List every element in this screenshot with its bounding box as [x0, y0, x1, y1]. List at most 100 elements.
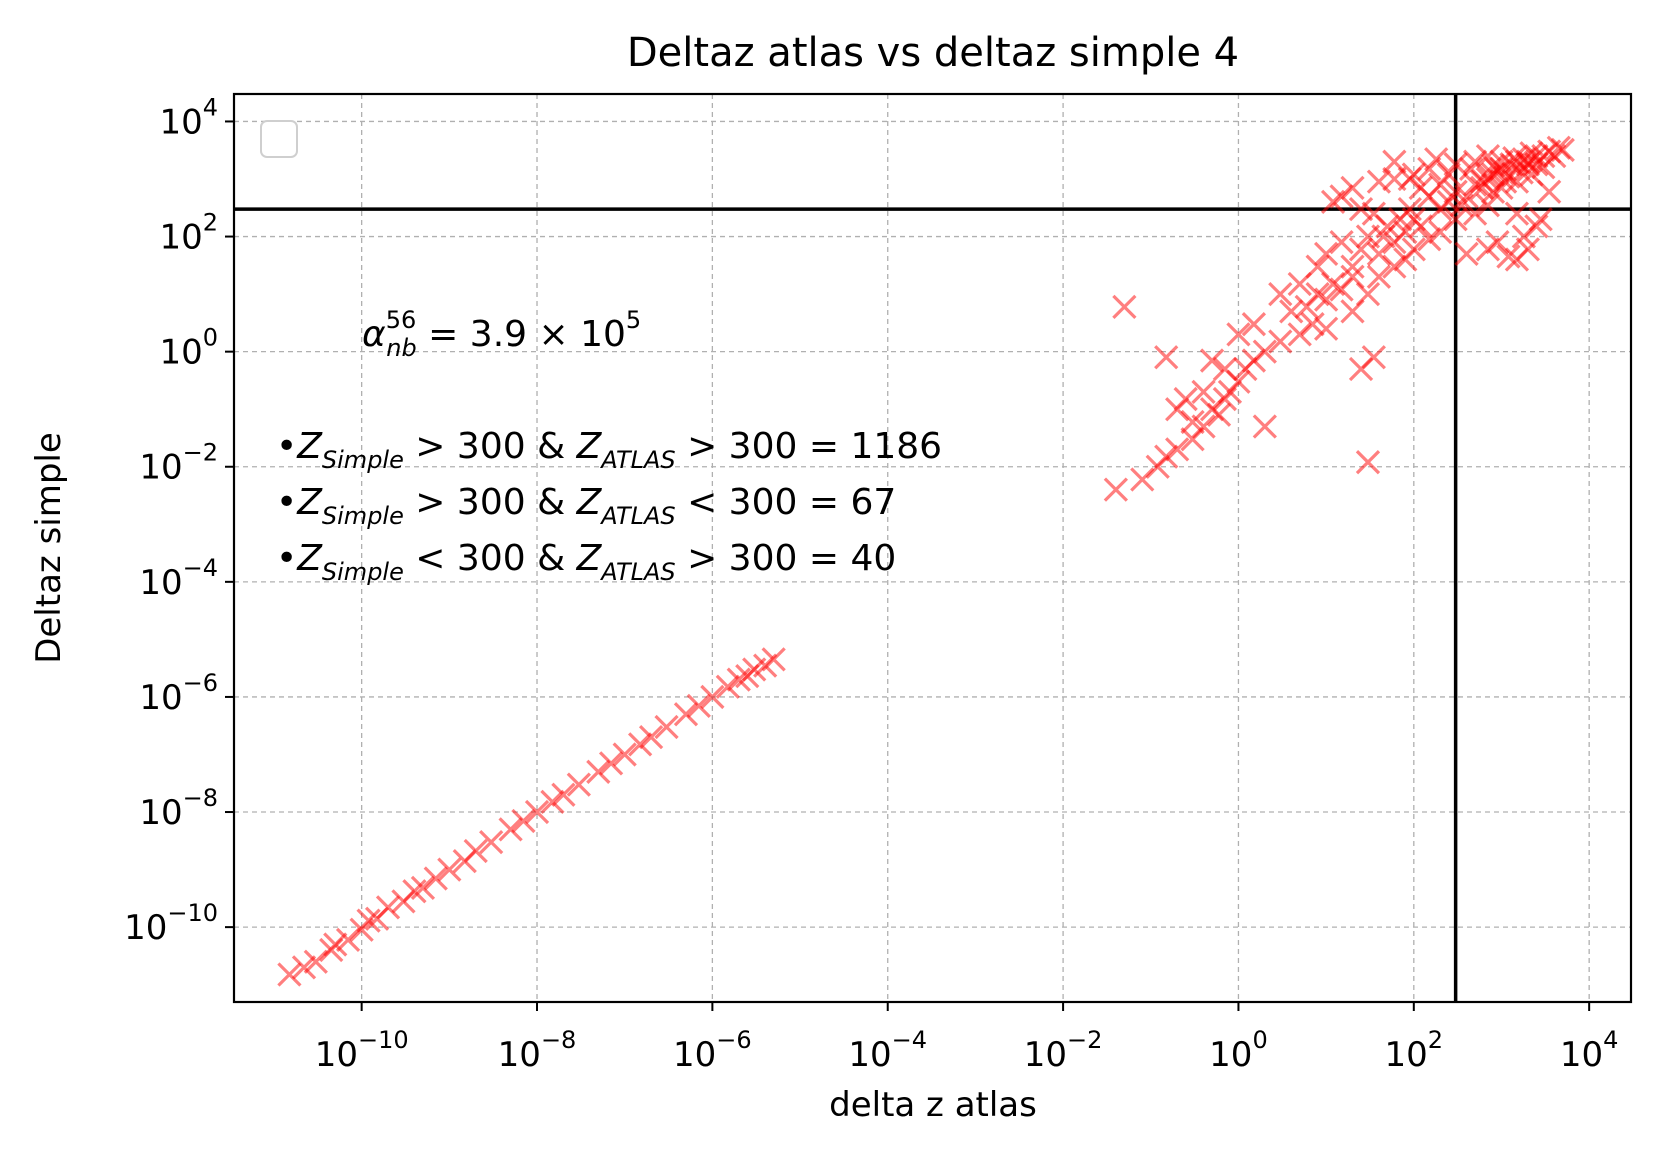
data-point: [673, 702, 699, 727]
data-point: [1130, 467, 1155, 492]
y-tick-label: 10−10: [124, 899, 218, 948]
data-point: [1287, 322, 1312, 347]
data-points: [277, 135, 1575, 987]
data-point: [1320, 189, 1346, 215]
data-point: [612, 742, 637, 767]
data-point: [586, 759, 611, 784]
data-point: [1449, 193, 1474, 218]
data-point: [1528, 207, 1553, 232]
data-point: [1428, 219, 1453, 245]
data-point: [1165, 437, 1190, 462]
alpha-exponent: 5: [626, 306, 641, 334]
data-point: [1546, 135, 1571, 160]
data-point: [1524, 214, 1549, 239]
y-tick-label: 100: [159, 324, 218, 373]
data-point: [761, 647, 786, 672]
data-point: [1340, 254, 1365, 279]
alpha-subscript: nb: [386, 334, 416, 362]
data-point: [1480, 153, 1506, 178]
data-point: [1340, 175, 1365, 201]
y-tick-label: 10−6: [139, 669, 218, 718]
data-point: [1393, 247, 1418, 272]
x-tick-label: 10−4: [848, 1026, 927, 1075]
data-point: [524, 799, 550, 825]
data-point: [1355, 450, 1381, 475]
data-point: [1329, 229, 1354, 255]
count-annotation-line: •ZSimple < 300 & ZATLAS > 300 = 40: [276, 538, 896, 586]
data-point: [335, 927, 361, 953]
data-point: [1489, 175, 1514, 201]
count-annotation-line: •ZSimple > 300 & ZATLAS < 300 = 67: [276, 482, 896, 530]
plot-frame: [232, 92, 1633, 1004]
data-point: [1191, 379, 1216, 405]
data-point: [1191, 414, 1216, 439]
data-point: [551, 782, 576, 807]
data-point: [1504, 201, 1530, 226]
data-point: [1355, 281, 1381, 307]
data-point: [1408, 214, 1433, 239]
data-point: [1475, 193, 1501, 218]
data-point: [423, 866, 448, 891]
data-point: [1443, 152, 1468, 177]
data-point: [1252, 414, 1277, 439]
alpha-symbol: α: [362, 314, 386, 355]
x-tick-label: 10−10: [315, 1026, 409, 1075]
data-point: [1199, 348, 1225, 373]
x-tick-label: 10−8: [498, 1026, 577, 1075]
data-point: [1436, 162, 1461, 187]
data-point: [598, 751, 624, 776]
data-point: [1496, 244, 1521, 269]
data-point: [303, 949, 328, 974]
data-point: [1382, 254, 1407, 279]
data-point: [715, 674, 740, 699]
data-point: [1382, 149, 1407, 174]
data-point: [1531, 155, 1556, 180]
data-point: [1348, 237, 1374, 262]
data-point: [291, 955, 317, 980]
data-point: [1492, 169, 1518, 194]
data-point: [498, 817, 523, 842]
legend-box: [260, 120, 298, 158]
data-point: [1154, 444, 1179, 469]
data-point: [1417, 227, 1442, 252]
alpha-superscript: 56: [386, 306, 417, 334]
data-point: [1279, 299, 1304, 324]
data-point: [1393, 219, 1418, 245]
x-tick-label: 10−2: [1024, 1026, 1103, 1075]
data-point: [1300, 312, 1325, 337]
data-point: [1305, 254, 1330, 279]
y-tick-label: 10−2: [139, 439, 218, 488]
data-point: [1206, 402, 1232, 427]
data-point: [1454, 241, 1479, 267]
count-annotation-line: •ZSimple > 300 & ZATLAS > 300 = 1186: [276, 426, 942, 474]
x-tick-label: 102: [1385, 1026, 1444, 1075]
data-point: [1268, 281, 1293, 307]
data-point: [511, 808, 536, 834]
data-point: [566, 772, 591, 797]
alpha-annotation: α56 nb = 3.9 × 105: [362, 306, 641, 362]
x-axis-label: delta z atlas: [829, 1085, 1037, 1125]
data-point: [1212, 356, 1238, 382]
x-axis-ticks: 10−10 10−8 10−6 10−4 10−2 100 102 104: [315, 1002, 1619, 1075]
x-tick-label: 100: [1209, 1026, 1268, 1075]
data-point: [479, 829, 504, 855]
x-tick-label: 104: [1560, 1026, 1619, 1075]
data-point: [375, 895, 401, 920]
chart-title: Deltaz atlas vs deltaz simple 4: [627, 30, 1239, 76]
data-point: [1485, 229, 1510, 255]
data-point: [700, 684, 725, 710]
data-point: [1348, 196, 1374, 222]
data-point: [1509, 160, 1534, 185]
data-point: [463, 838, 488, 864]
data-point: [1313, 287, 1339, 312]
data-point: [1103, 477, 1129, 502]
y-tick-label: 104: [159, 93, 218, 142]
data-point: [323, 932, 348, 957]
data-point: [1361, 345, 1386, 370]
y-axis-ticks: 10−10 10−8 10−6 10−4 10−2 100 102 104: [124, 93, 234, 948]
data-point: [1313, 316, 1339, 341]
data-point: [1268, 329, 1293, 354]
data-point: [1112, 294, 1137, 319]
data-point: [726, 667, 751, 692]
